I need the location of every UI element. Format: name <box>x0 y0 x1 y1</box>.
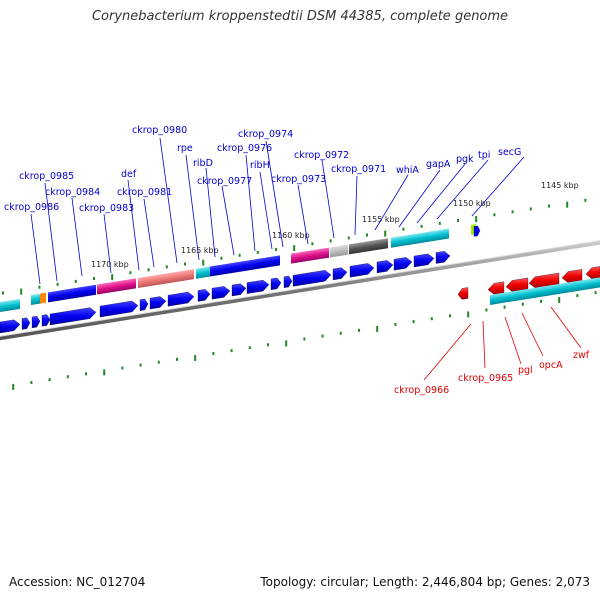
gene-label-ckrop_0976[interactable]: ckrop_0976 <box>217 143 272 154</box>
category-block <box>330 244 348 258</box>
gene-label-whiA[interactable]: whiA <box>396 165 419 176</box>
cds-arrow-reverse[interactable] <box>487 281 505 295</box>
category-block <box>210 255 280 277</box>
gene-label-ribH[interactable]: ribH <box>250 160 270 171</box>
category-block <box>349 238 388 255</box>
reverse-gene-labels: zwf opcA pgl ckrop_0965 ckrop_0966 <box>394 350 590 396</box>
gene-label-tpi[interactable]: tpi <box>478 150 490 161</box>
cds-arrow-reverse[interactable] <box>561 269 583 283</box>
gene-label-ckrop_0983[interactable]: ckrop_0983 <box>79 203 134 214</box>
cds-arrow-forward[interactable] <box>283 275 293 288</box>
gene-label-gapA[interactable]: gapA <box>426 159 451 170</box>
category-block <box>391 228 449 248</box>
backbone-line <box>0 240 600 341</box>
gene-label-rpe[interactable]: rpe <box>177 143 193 154</box>
cds-arrow-forward[interactable] <box>435 251 451 264</box>
kbp-tick-marks <box>2 198 597 390</box>
cds-arrow-reverse[interactable] <box>528 272 560 288</box>
genome-summary-text: Topology: circular; Length: 2,446,804 bp… <box>260 575 590 589</box>
kbp-label-1165: 1165 kbp <box>181 246 219 255</box>
gene-label-pgl[interactable]: pgl <box>518 365 533 376</box>
gene-label-ckrop_0973[interactable]: ckrop_0973 <box>271 174 326 185</box>
map-title: Corynebacterium kroppenstedtii DSM 44385… <box>91 9 509 24</box>
cds-arrow-forward[interactable] <box>332 267 348 281</box>
cds-track-reverse <box>457 266 600 300</box>
gene-label-ckrop_0985[interactable]: ckrop_0985 <box>19 171 74 182</box>
gene-label-ckrop_0965[interactable]: ckrop_0965 <box>458 373 513 384</box>
cds-arrow-forward[interactable] <box>473 225 481 237</box>
category-track-reverse <box>490 277 600 305</box>
cds-arrow-forward[interactable] <box>99 300 139 318</box>
cds-arrow-forward[interactable] <box>21 317 31 330</box>
gene-label-ckrop_0980[interactable]: ckrop_0980 <box>132 125 187 136</box>
cds-arrow-forward[interactable] <box>292 270 332 287</box>
kbp-label-1145: 1145 kbp <box>541 181 579 190</box>
category-block <box>31 293 41 306</box>
cds-arrow-forward[interactable] <box>393 257 413 271</box>
cds-arrow-forward[interactable] <box>49 307 97 326</box>
cds-arrow-forward[interactable] <box>246 279 270 294</box>
gene-label-def[interactable]: def <box>121 169 137 180</box>
gene-label-zwf[interactable]: zwf <box>573 350 590 361</box>
forward-gene-labels: secG tpi pgk gapA whiA ckrop_0971 ckrop_… <box>4 125 521 214</box>
gene-label-ckrop_0977[interactable]: ckrop_0977 <box>197 176 252 187</box>
gene-label-ckrop_0972[interactable]: ckrop_0972 <box>294 150 349 161</box>
gene-label-secG[interactable]: secG <box>498 147 521 158</box>
gene-label-ckrop_0984[interactable]: ckrop_0984 <box>45 187 100 198</box>
cds-arrow-reverse[interactable] <box>505 277 529 292</box>
kbp-label-1160: 1160 kbp <box>272 231 310 240</box>
category-block <box>48 284 96 303</box>
cds-arrow-forward[interactable] <box>231 283 247 297</box>
cds-arrow-forward[interactable] <box>167 291 195 307</box>
gene-label-ribD[interactable]: ribD <box>193 158 213 169</box>
cds-arrow-forward[interactable] <box>413 253 435 268</box>
cds-arrow-forward[interactable] <box>197 289 211 302</box>
gene-label-ckrop_0981[interactable]: ckrop_0981 <box>117 187 172 198</box>
backbone-line-inner <box>0 240 600 337</box>
category-block <box>40 292 46 304</box>
cds-arrow-forward[interactable] <box>139 298 149 311</box>
gene-label-ckrop_0974[interactable]: ckrop_0974 <box>238 129 293 140</box>
cds-arrow-forward[interactable] <box>0 319 21 334</box>
gene-label-ckrop_0971[interactable]: ckrop_0971 <box>331 164 386 175</box>
cds-arrow-forward[interactable] <box>376 260 394 274</box>
cds-arrow-reverse[interactable] <box>457 287 469 300</box>
category-block <box>138 269 194 289</box>
gene-label-ckrop_0986[interactable]: ckrop_0986 <box>4 202 59 213</box>
cds-arrow-forward[interactable] <box>270 277 282 291</box>
cds-arrow-forward[interactable] <box>349 263 375 278</box>
category-track-forward <box>0 224 476 312</box>
gene-label-ckrop_0966[interactable]: ckrop_0966 <box>394 385 449 396</box>
category-block <box>0 298 20 312</box>
category-block <box>196 266 210 279</box>
accession-text: Accession: NC_012704 <box>9 575 146 589</box>
reverse-label-lines <box>423 306 582 381</box>
cds-arrow-forward[interactable] <box>41 314 51 327</box>
gene-label-opcA[interactable]: opcA <box>539 360 563 371</box>
cds-arrow-forward[interactable] <box>149 296 167 310</box>
kbp-label-1150: 1150 kbp <box>453 199 491 208</box>
category-block <box>490 277 600 305</box>
cds-arrow-reverse[interactable] <box>585 266 600 279</box>
category-block <box>291 247 329 264</box>
cds-track-forward <box>0 225 481 334</box>
cds-arrow-forward[interactable] <box>31 315 41 329</box>
category-block <box>97 278 136 295</box>
gene-label-pgk[interactable]: pgk <box>456 154 474 165</box>
cds-arrow-forward[interactable] <box>211 286 231 300</box>
forward-label-lines <box>30 137 525 285</box>
